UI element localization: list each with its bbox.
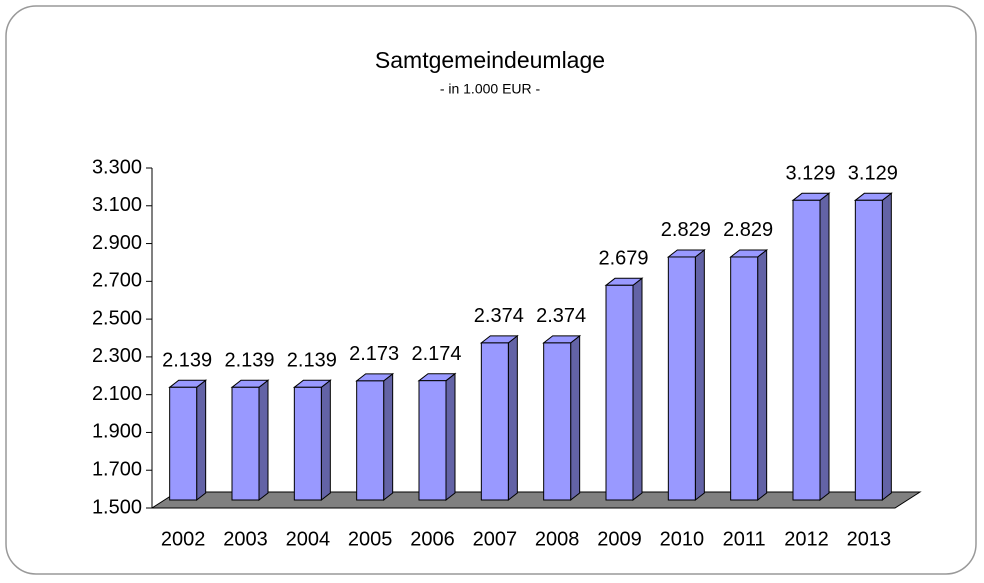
bar: [604, 277, 644, 502]
bar-side: [632, 277, 643, 502]
value-label: 2.139: [287, 350, 337, 372]
y-tick-label: 1.700: [92, 459, 142, 481]
bar-front: [169, 386, 198, 501]
y-tick-label: 1.900: [92, 421, 142, 443]
bar-front: [356, 380, 385, 501]
bar-side: [383, 372, 394, 502]
bar-side: [320, 379, 331, 502]
bar-front: [667, 256, 696, 501]
y-tick-label: 2.500: [92, 307, 142, 329]
chart-subtitle: - in 1.000 EUR -: [440, 81, 541, 97]
value-label: 2.139: [224, 350, 274, 372]
x-tick-label: 2013: [847, 528, 892, 550]
value-label: 2.829: [661, 219, 711, 241]
value-label: 2.139: [162, 350, 212, 372]
bar-front: [543, 342, 572, 501]
y-tick-label: 1.500: [92, 496, 142, 518]
x-tick-label: 2008: [535, 528, 580, 550]
bar-side: [757, 248, 768, 502]
bar-front: [730, 256, 759, 501]
x-tick-label: 2009: [597, 528, 642, 550]
bar: [853, 192, 893, 502]
bar-side: [196, 379, 207, 502]
bar-front: [293, 386, 322, 501]
value-label: 2.679: [598, 248, 648, 270]
y-tick-label: 2.700: [92, 270, 142, 292]
x-tick-label: 2007: [473, 528, 518, 550]
value-label: 3.129: [785, 163, 835, 185]
value-label: 2.829: [723, 219, 773, 241]
bar-front: [231, 386, 260, 501]
y-tick-label: 3.300: [92, 156, 142, 178]
bar-front: [792, 199, 821, 501]
bar: [292, 379, 332, 502]
bar-side: [694, 248, 705, 502]
bar-front: [854, 199, 883, 501]
bar-side: [819, 192, 830, 502]
x-tick-label: 2003: [223, 528, 268, 550]
x-tick-label: 2004: [286, 528, 331, 550]
value-label: 2.374: [536, 305, 586, 327]
bar: [355, 372, 395, 502]
y-tick-label: 3.100: [92, 194, 142, 216]
y-tick-label: 2.300: [92, 345, 142, 367]
bar-side: [445, 372, 456, 502]
value-label: 2.374: [474, 305, 524, 327]
bar: [729, 248, 769, 502]
value-label: 3.129: [848, 163, 898, 185]
x-tick-label: 2011: [723, 528, 766, 550]
bar: [791, 192, 831, 502]
bar: [168, 379, 208, 502]
value-label: 2.174: [411, 343, 461, 365]
bar-side: [570, 334, 581, 502]
bar-side: [881, 192, 892, 502]
bar: [666, 248, 706, 502]
bar: [417, 372, 457, 502]
bar-front: [605, 284, 634, 501]
y-tick-label: 2.900: [92, 232, 142, 254]
x-tick-label: 2005: [348, 528, 393, 550]
bar: [542, 334, 582, 502]
bar-front: [418, 380, 447, 501]
x-tick-label: 2010: [660, 528, 705, 550]
y-tick-label: 2.100: [92, 383, 142, 405]
x-tick-label: 2002: [161, 528, 206, 550]
x-tick-label: 2006: [410, 528, 455, 550]
bar: [479, 334, 519, 502]
bar-front: [480, 342, 509, 501]
floor: [150, 491, 922, 509]
bar: [230, 379, 270, 502]
x-tick-label: 2012: [784, 528, 829, 550]
chart-title: Samtgemeindeumlage: [375, 47, 605, 73]
bar-side: [258, 379, 269, 502]
value-label: 2.173: [349, 343, 399, 365]
bar-side: [507, 334, 518, 502]
